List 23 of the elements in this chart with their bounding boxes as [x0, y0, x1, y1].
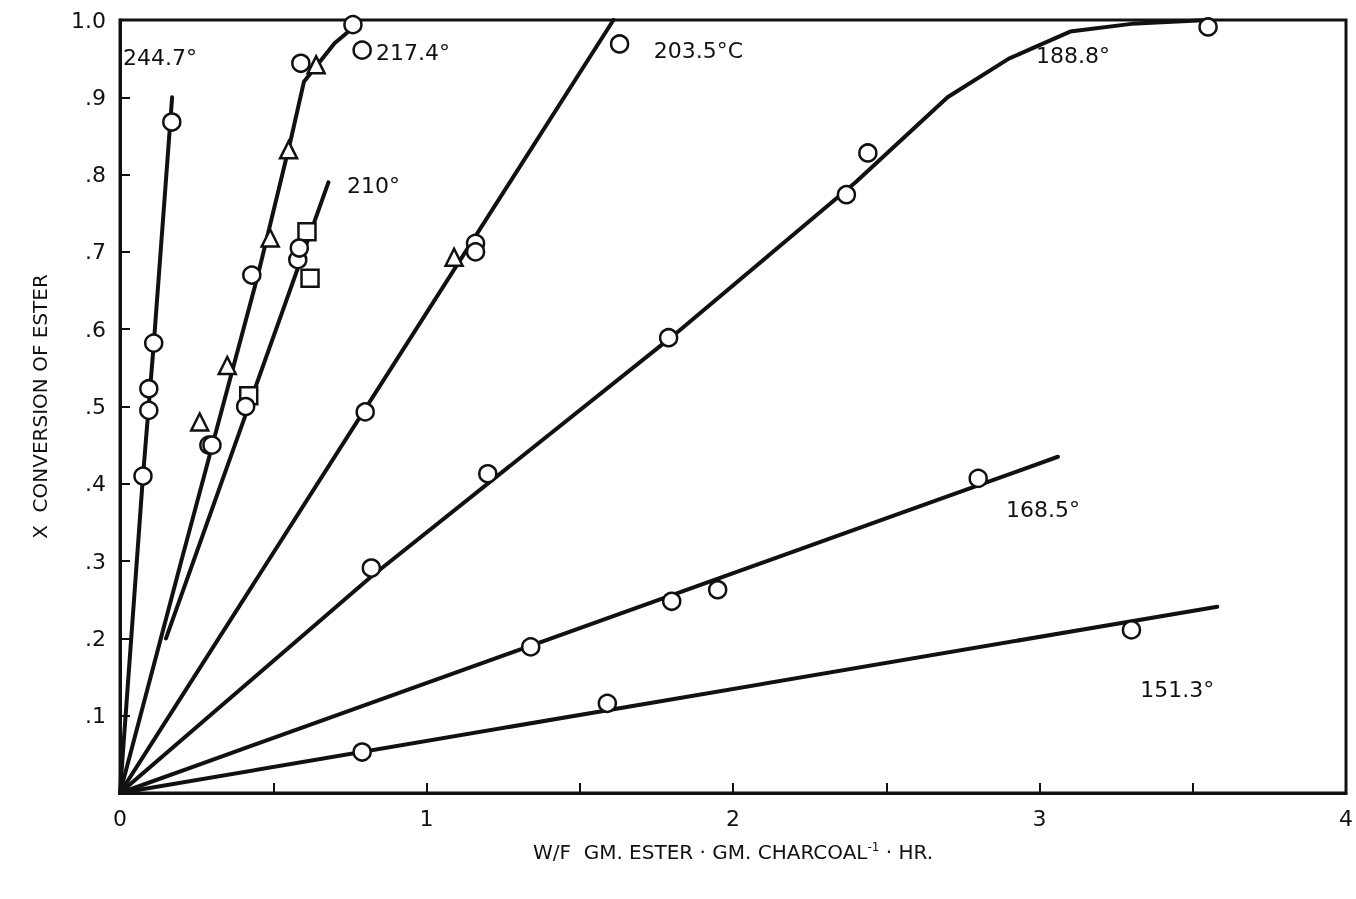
x-tick-label: 4 — [1339, 805, 1353, 831]
y-tick-label: .3 — [85, 548, 106, 574]
y-tick-label: 1.0 — [71, 7, 106, 33]
x-tick-label: 1 — [419, 805, 434, 831]
x-tick-label: 2 — [726, 805, 740, 831]
y-tick-label: .1 — [85, 703, 106, 729]
series-label: 203.5°C — [653, 37, 744, 63]
y-tick-label: .4 — [85, 471, 106, 497]
x-tick-label: 3 — [1032, 805, 1047, 831]
series-label: 210° — [346, 172, 400, 198]
y-tick-label: .7 — [85, 239, 106, 265]
text: 151.3° — [1140, 677, 1215, 703]
series-label: 188.8° — [1036, 42, 1111, 68]
series-label: 217.4° — [375, 40, 450, 66]
y-axis-title: X CONVERSION OF ESTER — [28, 274, 52, 539]
y-tick-label: .6 — [85, 316, 106, 342]
series-label: 168.5° — [1005, 497, 1080, 523]
y-tick-label: .9 — [85, 84, 106, 110]
x-tick-label: 0 — [113, 805, 127, 831]
series-label: 244.7° — [123, 44, 198, 70]
y-tick-label: .5 — [85, 394, 106, 419]
y-tick-label: .2 — [85, 625, 106, 651]
y-tick-label: .8 — [85, 162, 106, 188]
